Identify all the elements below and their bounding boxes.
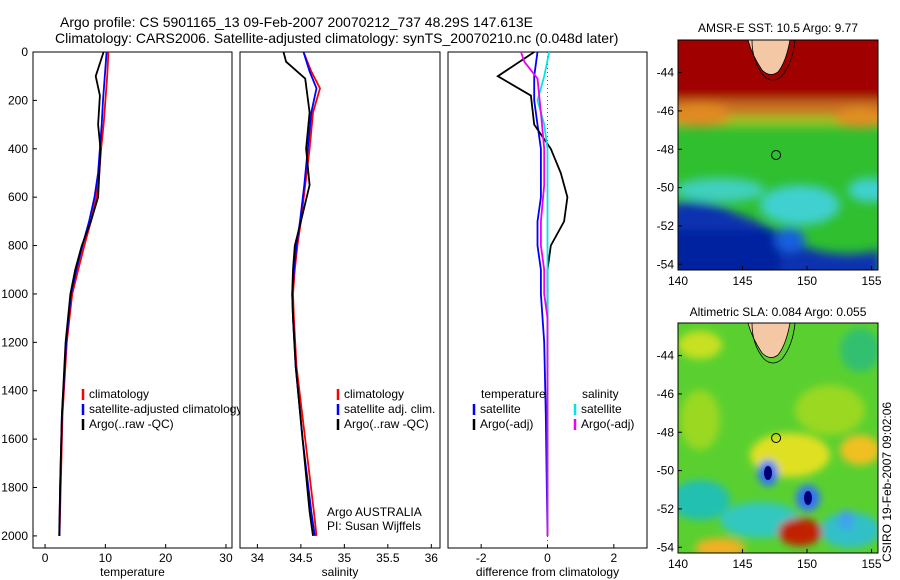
depth-ytick-label: 2000 xyxy=(1,529,28,543)
sla-axes-frame xyxy=(677,322,879,554)
difference-legend-label: Argo(-adj) xyxy=(581,417,634,431)
sla-ytick-label: -44 xyxy=(657,349,675,363)
sst-ytick-label: -54 xyxy=(657,257,675,271)
sla-ytick-label: -50 xyxy=(657,464,675,478)
difference-xtick-label: 2 xyxy=(610,551,617,565)
salinity-series-argo-raw-qc- xyxy=(282,51,314,537)
sla-xtick-label: 150 xyxy=(797,557,817,571)
difference-legend-label: satellite xyxy=(480,402,521,416)
salinity-xtick-label: 35.5 xyxy=(376,551,400,565)
depth-ytick-label: 1800 xyxy=(1,481,28,495)
credit-stamp: CSIRO 19-Feb-2007 09:02:06 xyxy=(880,402,894,562)
sst-xtick-label: 150 xyxy=(797,274,817,288)
salinity-axes-frame xyxy=(239,51,441,549)
sst-axes-frame xyxy=(677,39,879,271)
salinity-xtick-label: 34 xyxy=(251,551,265,565)
depth-ytick-label: 1000 xyxy=(1,287,28,301)
salinity-legend-label: climatology xyxy=(344,387,404,401)
temperature-legend-label: Argo(..raw -QC) xyxy=(89,417,174,431)
depth-ytick-label: 200 xyxy=(8,93,28,107)
temperature-xlabel: temperature xyxy=(100,565,165,579)
salinity-xtick-label: 35 xyxy=(338,551,352,565)
sst-ytick-label: -50 xyxy=(657,181,675,195)
sst-ytick-label: -48 xyxy=(657,142,675,156)
temperature-legend-label: satellite-adjusted climatology xyxy=(89,402,242,416)
salinity-annotation: PI: Susan Wijffels xyxy=(327,519,421,533)
sla-xtick-label: 155 xyxy=(862,557,882,571)
sla-ytick-label: -46 xyxy=(657,387,675,401)
depth-ytick-label: 1400 xyxy=(1,384,28,398)
sst-ytick-label: -44 xyxy=(657,66,675,80)
salinity-annotation: Argo AUSTRALIA xyxy=(327,505,422,519)
temperature-series-argo-raw-qc- xyxy=(58,51,105,536)
temperature-axes-frame xyxy=(32,51,233,549)
sst-ytick-label: -52 xyxy=(657,219,675,233)
sst-argo-position-marker xyxy=(771,150,782,160)
header-line2: Climatology: CARS2006. Satellite-adjuste… xyxy=(55,30,618,46)
depth-ytick-label: 800 xyxy=(8,239,28,253)
salinity-xlabel: salinity xyxy=(322,565,359,579)
difference-series-salinity-argo-adj- xyxy=(520,51,549,536)
depth-ytick-label: 0 xyxy=(21,45,28,59)
depth-ytick-label: 600 xyxy=(8,190,28,204)
sst-map xyxy=(678,40,878,270)
salinity-legend-label: satellite adj. clim. xyxy=(344,402,435,416)
sla-xtick-label: 145 xyxy=(733,557,753,571)
salinity-xtick-label: 34.5 xyxy=(289,551,313,565)
temperature-xtick-label: 10 xyxy=(99,551,113,565)
sst-xtick-label: 155 xyxy=(862,274,882,288)
difference-legend-label: satellite xyxy=(581,402,622,416)
sst-xtick-label: 140 xyxy=(668,274,688,288)
sst-xtick-label: 145 xyxy=(733,274,753,288)
difference-xlabel: difference from climatology xyxy=(476,565,619,579)
depth-ytick-label: 1600 xyxy=(1,432,28,446)
sla-argo-position-marker xyxy=(771,433,782,443)
difference-series-temperature-satellite xyxy=(533,51,549,536)
sla-ytick-label: -48 xyxy=(657,425,675,439)
temperature-xtick-label: 30 xyxy=(219,551,233,565)
temperature-legend-label: climatology xyxy=(89,387,149,401)
difference-xtick-label: 0 xyxy=(544,551,551,565)
sla-ytick-label: -52 xyxy=(657,502,675,516)
depth-ytick-label: 400 xyxy=(8,142,28,156)
difference-legend-label: temperature xyxy=(481,387,546,401)
difference-xtick-label: -2 xyxy=(476,551,487,565)
sla-ytick-label: -54 xyxy=(657,540,675,554)
sst-title: AMSR-E SST: 10.5 Argo: 9.77 xyxy=(698,21,858,35)
difference-legend-label: salinity xyxy=(582,387,619,401)
header-line1: Argo profile: CS 5901165_13 09-Feb-2007 … xyxy=(60,14,533,30)
sst-ytick-label: -46 xyxy=(657,104,675,118)
temperature-xtick-label: 0 xyxy=(42,551,49,565)
sla-xtick-label: 140 xyxy=(668,557,688,571)
sla-map xyxy=(678,323,878,553)
sla-title: Altimetric SLA: 0.084 Argo: 0.055 xyxy=(690,305,867,319)
salinity-xtick-label: 36 xyxy=(425,551,439,565)
difference-legend-label: Argo(-adj) xyxy=(480,417,533,431)
temperature-xtick-label: 20 xyxy=(159,551,173,565)
salinity-legend-label: Argo(..raw -QC) xyxy=(344,417,429,431)
depth-ytick-label: 1200 xyxy=(1,335,28,349)
